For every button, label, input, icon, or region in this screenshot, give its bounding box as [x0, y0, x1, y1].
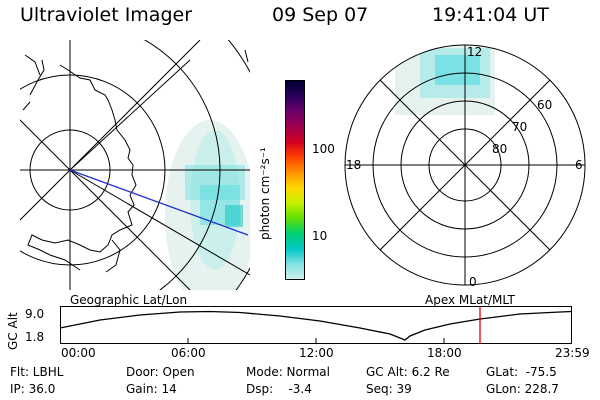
mlat-mlt-plot	[344, 44, 586, 286]
left-panel-caption: Geographic Lat/Lon	[70, 293, 188, 307]
mlat-label-60: 60	[537, 98, 553, 112]
gain-label: Gain: 14	[126, 382, 177, 396]
glon-label: GLon: 228.7	[486, 382, 559, 396]
door-label: Door: Open	[126, 365, 195, 379]
mlt-label-0: 0	[469, 275, 477, 289]
altitude-ytick-bottom: 1.8	[25, 330, 45, 344]
dsp-label: Dsp: -3.4	[246, 382, 312, 396]
mlat-label-70: 70	[512, 120, 528, 134]
glat-label: GLat: -75.5	[486, 365, 557, 379]
time-label: 19:41:04 UT	[432, 4, 549, 26]
altitude-ytick-top: 9.0	[25, 307, 45, 321]
gc-alt-label: GC Alt: 6.2 Re	[366, 365, 450, 379]
xtick-1200: 12:00	[299, 346, 334, 360]
color-bar	[285, 80, 305, 280]
xtick-1800: 18:00	[427, 346, 462, 360]
filter-label: Flt: LBHL	[10, 365, 64, 379]
coastline	[22, 49, 249, 273]
xtick-0000: 00:00	[61, 346, 96, 360]
graticule	[20, 40, 250, 290]
xtick-0600: 06:00	[171, 346, 206, 360]
seq-label: Seq: 39	[366, 382, 412, 396]
altitude-ylabel: GC Alt	[6, 312, 20, 350]
aurora-image-left	[165, 120, 250, 290]
colorbar-unit-label: photon cm⁻²s⁻¹	[258, 147, 272, 240]
xtick-2359: 23:59	[555, 346, 590, 360]
altitude-curve	[60, 310, 572, 341]
aurora-image-right	[395, 45, 495, 115]
mlat-label-80: 80	[492, 142, 508, 156]
dayside-line	[69, 169, 249, 236]
mode-label: Mode: Normal	[246, 365, 330, 379]
mlt-label-6: 6	[575, 158, 583, 172]
altitude-plot	[60, 306, 572, 344]
right-panel-caption: Apex MLat/MLT	[425, 293, 515, 307]
ip-label: IP: 36.0	[10, 382, 56, 396]
geographic-map	[20, 40, 250, 290]
polar-grid	[344, 44, 586, 286]
colorbar-tick-100: 100	[312, 142, 335, 156]
colorbar-tick-10: 10	[312, 229, 328, 243]
date-label: 09 Sep 07	[272, 4, 369, 26]
app-title: Ultraviolet Imager	[20, 4, 193, 26]
mlt-label-18: 18	[346, 158, 362, 172]
mlt-label-12: 12	[467, 45, 483, 59]
